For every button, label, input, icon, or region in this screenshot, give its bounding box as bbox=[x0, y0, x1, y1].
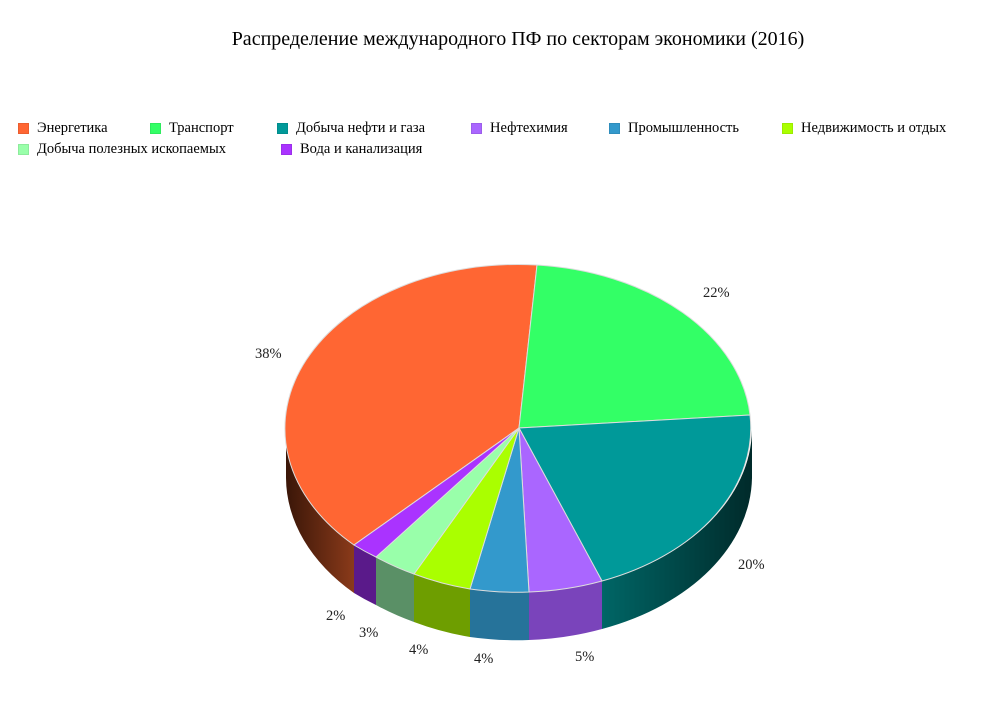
legend-item-oil-gas[interactable]: Добыча нефти и газа bbox=[277, 118, 425, 139]
legend-swatch bbox=[471, 123, 482, 134]
slice-transport[interactable] bbox=[518, 264, 751, 429]
slice-side-industry bbox=[470, 589, 529, 641]
legend-label: Недвижимость и отдых bbox=[801, 120, 947, 136]
legend-swatch bbox=[281, 144, 292, 155]
slice-side-water bbox=[354, 545, 376, 605]
legend-swatch bbox=[150, 123, 161, 134]
legend-label: Добыча полезных ископаемых bbox=[37, 141, 226, 157]
label-transport: 22% bbox=[703, 285, 730, 301]
legend-item-petrochemistry[interactable]: Нефтехимия bbox=[471, 118, 568, 139]
slice-side-real-estate bbox=[414, 574, 470, 637]
label-oil-gas: 20% bbox=[738, 557, 765, 573]
label-petrochemistry: 5% bbox=[575, 649, 594, 665]
slice-water[interactable] bbox=[353, 427, 520, 558]
legend-label: Промышленность bbox=[628, 120, 739, 136]
legend-swatch bbox=[277, 123, 288, 134]
chart-title: Распределение международного ПФ по секто… bbox=[231, 28, 805, 50]
legend-swatch bbox=[782, 123, 793, 134]
legend-label: Добыча нефти и газа bbox=[296, 120, 426, 136]
slice-energy[interactable] bbox=[284, 264, 538, 546]
legend-item-transport[interactable]: Транспорт bbox=[150, 118, 234, 139]
legend-label: Энергетика bbox=[37, 120, 108, 136]
slice-side-oil-gas bbox=[602, 430, 752, 629]
label-industry: 4% bbox=[474, 651, 493, 667]
label-water: 2% bbox=[326, 608, 345, 624]
slice-side-petrochemistry bbox=[529, 581, 602, 640]
label-energy: 38% bbox=[255, 346, 282, 362]
label-real-estate: 4% bbox=[409, 642, 428, 658]
legend-item-mining[interactable]: Добыча полезных ископаемых bbox=[18, 139, 226, 160]
legend-item-water[interactable]: Вода и канализация bbox=[281, 139, 422, 160]
legend-item-industry[interactable]: Промышленность bbox=[609, 118, 739, 139]
slice-oil-gas[interactable] bbox=[518, 414, 752, 582]
legend-item-energy[interactable]: Энергетика bbox=[18, 118, 108, 139]
legend-swatch bbox=[18, 123, 29, 134]
legend-label: Нефтехимия bbox=[490, 120, 568, 136]
legend-swatch bbox=[18, 144, 29, 155]
legend-item-real-estate[interactable]: Недвижимость и отдых bbox=[782, 118, 946, 139]
legend-label: Транспорт bbox=[169, 120, 234, 136]
slice-side-mining bbox=[376, 557, 414, 622]
legend-swatch bbox=[609, 123, 620, 134]
slice-side-energy bbox=[286, 430, 354, 593]
legend-label: Вода и канализация bbox=[300, 141, 423, 157]
label-mining: 3% bbox=[359, 625, 378, 641]
